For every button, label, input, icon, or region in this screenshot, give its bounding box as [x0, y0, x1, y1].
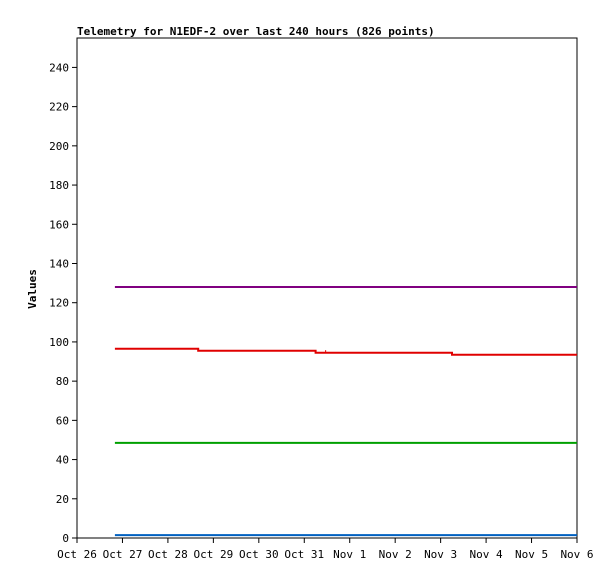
y-tick-label: 80	[56, 375, 69, 388]
y-tick-label: 140	[49, 257, 69, 270]
series-line-2	[114, 347, 577, 356]
y-tick-label: 0	[62, 532, 69, 545]
y-axis-label: Values	[26, 269, 39, 309]
x-tick-label: Nov 4	[470, 548, 503, 561]
x-axis: Oct 26 Oct 27 Oct 28 Oct 29 Oct 30 Oct 31 Nov …	[57, 538, 594, 561]
x-tick-label: Oct 29	[193, 548, 233, 561]
x-tick-label: Nov 5	[515, 548, 548, 561]
y-tick-label: 180	[49, 179, 69, 192]
series-group	[114, 286, 577, 537]
y-tick-label: 40	[56, 454, 69, 467]
x-tick-label: Oct 28	[148, 548, 188, 561]
x-tick-label: Nov 6	[560, 548, 593, 561]
y-tick-label: 200	[49, 140, 69, 153]
x-tick-label: Oct 31	[284, 548, 324, 561]
y-tick-label: 120	[49, 297, 69, 310]
x-tick-label: Nov 2	[379, 548, 412, 561]
x-tick-label: Oct 30	[239, 548, 279, 561]
x-tick-label: Oct 27	[103, 548, 143, 561]
y-axis: 0 20 40 60 80 100 120 140 160 180 200 220 240	[49, 61, 77, 545]
chart-title: Telemetry for N1EDF-2 over last 240 hour…	[77, 25, 435, 38]
x-tick-label: Nov 1	[333, 548, 366, 561]
x-tick-label: Nov 3	[424, 548, 457, 561]
y-tick-label: 220	[49, 101, 69, 114]
y-tick-label: 20	[56, 493, 69, 506]
y-tick-label: 60	[56, 414, 69, 427]
y-tick-label: 240	[49, 61, 69, 74]
x-tick-label: Oct 26	[57, 548, 97, 561]
y-tick-label: 160	[49, 218, 69, 231]
y-tick-label: 100	[49, 336, 69, 349]
